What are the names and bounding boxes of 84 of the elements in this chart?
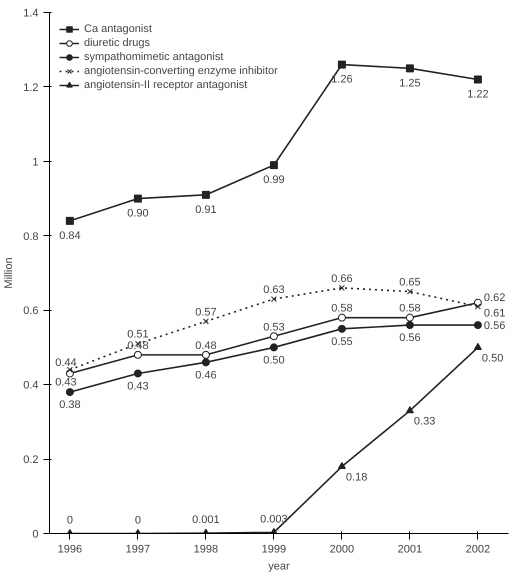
point <box>406 406 414 414</box>
x-tick-label: 2001 <box>398 544 422 556</box>
data-label: 0.56 <box>399 332 421 344</box>
data-label: 0.63 <box>263 284 285 296</box>
data-label: 0.91 <box>195 204 217 216</box>
data-label: 0.48 <box>127 340 149 352</box>
data-label: 0.66 <box>331 272 353 285</box>
data-label: 0.55 <box>331 336 353 348</box>
y-tick-label: 0.8 <box>23 230 39 243</box>
point <box>270 296 277 302</box>
data-label: 0.18 <box>346 472 368 484</box>
legend-label: angiotensin-converting enzyme inhibitor <box>84 64 278 78</box>
data-label: 0 <box>134 514 141 526</box>
data-label: 0.65 <box>399 276 421 289</box>
x-tick-label: 1996 <box>58 544 82 556</box>
point <box>338 284 345 291</box>
legend-label: angiotensin-II receptor antagonist <box>84 78 248 92</box>
point <box>202 350 210 359</box>
data-label: 0.90 <box>127 208 149 220</box>
x-axis-title: year <box>268 560 290 572</box>
data-label: 0.58 <box>331 302 353 315</box>
x-tick-label: 2000 <box>330 544 354 556</box>
data-label: 0.84 <box>59 230 81 242</box>
data-label: 0.50 <box>263 354 285 366</box>
data-label: 0.53 <box>263 321 285 334</box>
point <box>474 75 482 84</box>
x-tick-label: 1997 <box>126 544 150 556</box>
data-label: 1.25 <box>399 77 421 90</box>
data-label: 0.003 <box>260 513 288 526</box>
data-label: 0.62 <box>484 292 506 304</box>
point <box>66 388 74 396</box>
data-label: 1.22 <box>467 88 489 100</box>
point <box>338 462 346 470</box>
data-label: 0.58 <box>399 302 421 315</box>
point <box>406 288 413 295</box>
point <box>406 64 414 72</box>
y-tick-label: 0 <box>32 528 39 540</box>
point <box>474 321 482 330</box>
data-label: 0.43 <box>127 380 149 392</box>
point <box>338 324 346 333</box>
data-label: 0.51 <box>127 328 149 341</box>
point <box>202 318 209 324</box>
point <box>474 342 482 350</box>
y-tick-label: 0.2 <box>23 454 39 466</box>
data-label: 1.26 <box>331 74 353 86</box>
point <box>202 190 210 199</box>
y-tick-label: 0.4 <box>23 380 39 392</box>
y-tick-label: 1.2 <box>23 82 39 94</box>
data-label: 0.48 <box>195 340 217 352</box>
legend-label: sympathomimetic antagonist <box>84 50 224 64</box>
point <box>338 60 346 69</box>
data-label: 0.57 <box>195 306 217 318</box>
point <box>270 161 278 170</box>
y-tick-label: 0.6 <box>23 305 39 318</box>
data-label: 0.99 <box>263 174 285 186</box>
point <box>134 350 142 359</box>
point <box>134 194 142 203</box>
point <box>406 321 414 330</box>
data-label: 0 <box>66 514 73 526</box>
x-tick-label: 1999 <box>262 544 286 556</box>
data-label: 0.44 <box>55 356 77 369</box>
point <box>270 332 278 340</box>
point <box>270 343 278 352</box>
data-label: 0.33 <box>414 416 436 428</box>
legend-label: Ca antagonist <box>84 22 152 36</box>
point <box>134 369 142 378</box>
data-label: 0.43 <box>55 376 77 388</box>
point <box>406 314 414 322</box>
data-label: 0.46 <box>195 369 217 382</box>
point <box>66 216 74 225</box>
point <box>202 358 210 366</box>
data-label: 0.56 <box>484 320 506 332</box>
x-tick-label: 2002 <box>466 544 490 556</box>
y-axis-title: Million <box>3 257 16 289</box>
legend-label: diuretic drugs <box>84 36 150 50</box>
point <box>338 314 346 322</box>
point <box>474 304 481 310</box>
data-label: 0.61 <box>484 307 506 320</box>
x-tick-label: 1998 <box>194 544 218 556</box>
data-label: 0.38 <box>59 399 81 412</box>
y-tick-label: 1 <box>32 156 39 168</box>
data-label: 0.001 <box>192 514 220 526</box>
y-tick-label: 1.4 <box>23 8 39 20</box>
data-label: 0.50 <box>482 352 504 364</box>
